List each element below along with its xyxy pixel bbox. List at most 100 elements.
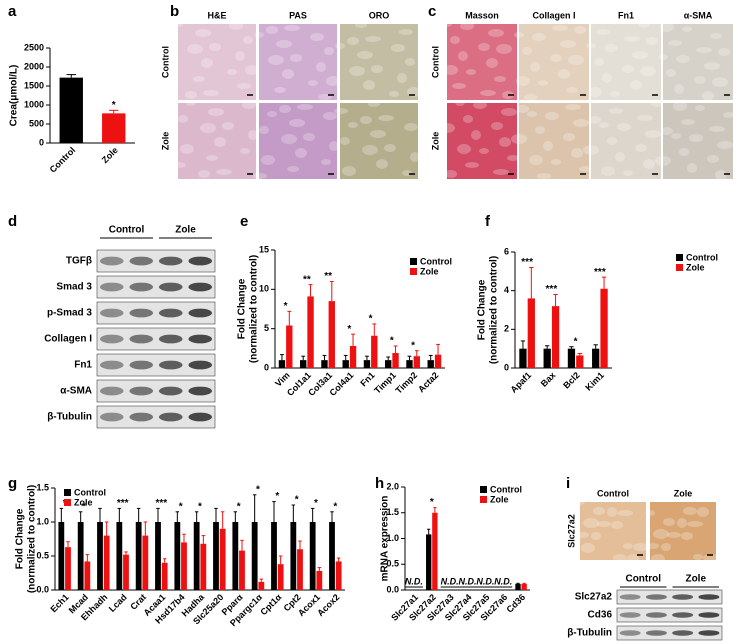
tissue-texture [287, 166, 299, 172]
tissue-texture [360, 116, 372, 124]
bar [58, 522, 65, 590]
y-axis-label: Fold Change [477, 279, 488, 340]
error-bar [569, 346, 574, 349]
micrograph [591, 24, 661, 100]
tissue-texture [651, 554, 665, 564]
error-bar [308, 284, 313, 297]
legend-label: Zole [686, 262, 705, 272]
tissue-texture [588, 87, 602, 97]
tissue-texture [640, 66, 656, 76]
error-bar [104, 521, 109, 536]
blot-band [645, 630, 667, 636]
row-label: β-Tubulin [567, 628, 612, 639]
blot-strip [616, 625, 723, 641]
tissue-texture [480, 90, 496, 96]
blot-band [99, 308, 124, 318]
error-bar [329, 280, 334, 302]
micrograph [178, 103, 256, 179]
error-bar [280, 354, 284, 361]
tissue-texture [658, 54, 668, 60]
significance: ** [324, 271, 332, 282]
column-header: Control [597, 488, 629, 498]
blot-band [129, 386, 154, 396]
significance: * [284, 301, 288, 312]
tissue-texture [538, 80, 548, 86]
column-header: Zole [674, 488, 693, 498]
error-bar [433, 507, 437, 513]
tissue-texture [617, 510, 633, 516]
error-bar [365, 355, 369, 361]
tissue-texture [235, 51, 245, 61]
legend-swatch [676, 264, 683, 271]
bar [600, 288, 608, 368]
tissue-texture [240, 148, 250, 154]
bar [335, 561, 342, 590]
y-tick-label: 2.0 [386, 481, 399, 491]
tissue-texture [340, 137, 350, 145]
significance: * [430, 497, 434, 508]
y-tick-label: 0 [504, 362, 509, 372]
legend-label: Control [420, 256, 452, 266]
blot-band [99, 282, 124, 292]
blot-band [129, 308, 154, 318]
tissue-texture [682, 26, 692, 32]
significance: * [82, 501, 86, 512]
y-tick-label: 0.0 [36, 584, 49, 594]
error-bar [220, 511, 225, 529]
column-header: H&E [207, 10, 226, 20]
y-tick-label: 15 [259, 244, 269, 254]
tissue-texture [687, 163, 697, 173]
panel-letter: a [8, 3, 17, 20]
tissue-texture [651, 101, 663, 107]
tissue-texture [627, 554, 639, 564]
error-bar [136, 507, 141, 522]
panel-letter: h [375, 475, 384, 492]
blot-band [619, 594, 641, 600]
tissue-texture [695, 105, 705, 111]
tissue-texture [610, 91, 620, 97]
tissue-texture [378, 115, 394, 121]
tissue-texture [186, 100, 196, 106]
blot-band [158, 308, 183, 318]
tissue-texture [710, 33, 722, 39]
blot-band [158, 256, 183, 266]
error-bar [577, 353, 582, 356]
tissue-texture [455, 100, 465, 106]
bar [278, 360, 286, 368]
error-bar [520, 340, 526, 349]
y-tick-label: 1000 [24, 99, 44, 109]
y-tick-label: 0 [39, 137, 44, 147]
x-tick-label: Lcad [107, 592, 129, 614]
tissue-texture [702, 91, 714, 101]
error-bar [529, 266, 534, 299]
y-tick-label: 4 [504, 285, 509, 295]
panel-letter: d [8, 213, 17, 230]
tissue-texture [303, 133, 315, 141]
tissue-texture [575, 499, 585, 505]
error-bar [317, 567, 322, 571]
tissue-texture [334, 108, 348, 114]
tissue-texture [617, 123, 631, 131]
tissue-texture [522, 47, 532, 55]
tissue-texture [242, 101, 256, 109]
tissue-texture [457, 144, 471, 154]
tissue-texture [491, 122, 503, 130]
bar [300, 360, 307, 368]
tissue-texture [623, 170, 633, 176]
micrograph [340, 24, 418, 100]
panel-letter: e [240, 213, 248, 230]
tissue-texture [532, 33, 546, 41]
blot-band [188, 386, 213, 396]
tissue-texture [493, 169, 509, 175]
tissue-texture [185, 91, 197, 99]
significance: * [333, 501, 337, 512]
bar [142, 535, 149, 590]
bar [59, 77, 83, 143]
error-bar [98, 507, 102, 522]
panel-letter: b [170, 3, 179, 20]
y-tick-label: 1.0 [386, 533, 399, 543]
tissue-texture [310, 33, 324, 41]
blot-band [672, 630, 694, 636]
tissue-texture [348, 122, 358, 128]
